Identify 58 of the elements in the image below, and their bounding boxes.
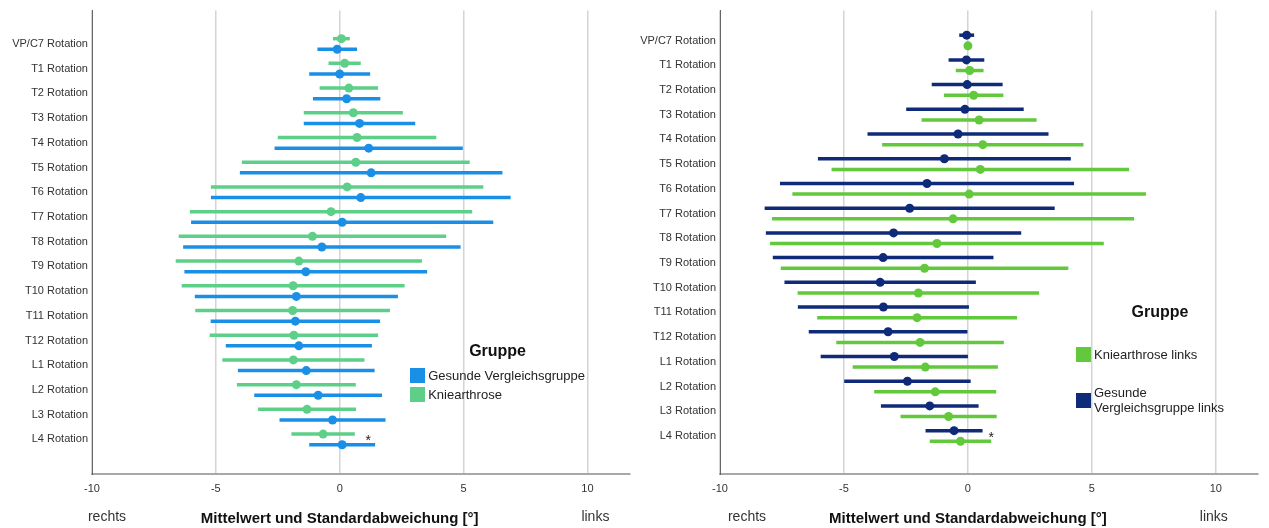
y-tick-label: VP/C7 Rotation (640, 33, 716, 46)
y-tick-label: T12 Rotation (25, 333, 88, 346)
y-tick-label: T11 Rotation (653, 305, 716, 318)
y-tick-label: T1 Rotation (31, 61, 88, 74)
x-tick-label: -10 (712, 481, 728, 494)
legend-label: Kniearthrose links (1094, 347, 1199, 362)
y-tick-label: T7 Rotation (31, 210, 88, 222)
y-tick-label: T10 Rotation (653, 280, 716, 293)
y-tick-label: T8 Rotation (659, 231, 716, 244)
y-tick-label: T9 Rotation (659, 255, 716, 268)
legend-title: Gruppe (1130, 302, 1190, 321)
y-tick-label: L1 Rotation (659, 354, 716, 367)
x-tick-label: 0 (336, 481, 343, 494)
y-tick-label: T1 Rotation (659, 58, 716, 71)
text: rechts (727, 507, 767, 524)
x-axis-title: Mittelwert und Standardabweichung [°] (829, 509, 1107, 527)
y-tick-label: T12 Rotation (653, 330, 716, 343)
y-tick-label: L3 Rotation (31, 407, 88, 420)
annotation: * (988, 428, 995, 445)
legend-label: Gesunde Vergleichsgruppe (428, 368, 585, 383)
text: links (1199, 507, 1228, 524)
y-tick-label: T6 Rotation (31, 185, 88, 198)
y-tick-label: VP/C7 Rotation (12, 37, 88, 49)
x-axis-title: Mittelwert und Standardabweichung [°] (200, 509, 479, 527)
y-tick-label: T2 Rotation (659, 82, 716, 95)
y-tick-label: T7 Rotation (659, 206, 716, 219)
y-tick-label: L3 Rotation (659, 404, 716, 417)
x-tick-label: -5 (210, 481, 221, 494)
y-tick-label: T9 Rotation (31, 259, 88, 272)
x-tick-label: 5 (460, 481, 467, 494)
x-tick-label: -10 (84, 481, 100, 494)
text: links (581, 507, 610, 524)
y-tick-label: T10 Rotation (25, 284, 88, 297)
x-tick-label: 10 (581, 481, 594, 494)
y-tick-label: T3 Rotation (31, 111, 88, 124)
x-tick-label: 5 (1088, 481, 1095, 494)
text: rechts (87, 507, 127, 524)
legend-title: Gruppe (468, 341, 527, 360)
x-tick-label: 10 (1209, 481, 1222, 494)
annotation: * (365, 432, 372, 449)
x-tick-label: 0 (964, 481, 971, 494)
y-tick-label: L4 Rotation (659, 428, 716, 441)
y-tick-label: L1 Rotation (31, 358, 88, 371)
legend-label: Gesunde Vergleichsgruppe links (1094, 385, 1226, 415)
y-tick-label: T8 Rotation (31, 234, 88, 247)
y-tick-label: T4 Rotation (659, 132, 716, 145)
y-tick-label: T5 Rotation (31, 160, 88, 173)
y-tick-label: T11 Rotation (25, 308, 88, 321)
y-tick-label: L2 Rotation (659, 379, 716, 392)
y-tick-label: T2 Rotation (31, 86, 88, 99)
x-tick-label: -5 (839, 481, 849, 494)
y-tick-label: T5 Rotation (659, 157, 716, 170)
y-tick-label: L2 Rotation (31, 383, 88, 395)
y-tick-label: T6 Rotation (659, 181, 716, 194)
y-tick-label: L4 Rotation (31, 432, 88, 445)
legend-label: Kniearthrose (428, 387, 502, 402)
y-tick-label: T3 Rotation (659, 107, 716, 120)
y-tick-label: T4 Rotation (31, 135, 88, 148)
